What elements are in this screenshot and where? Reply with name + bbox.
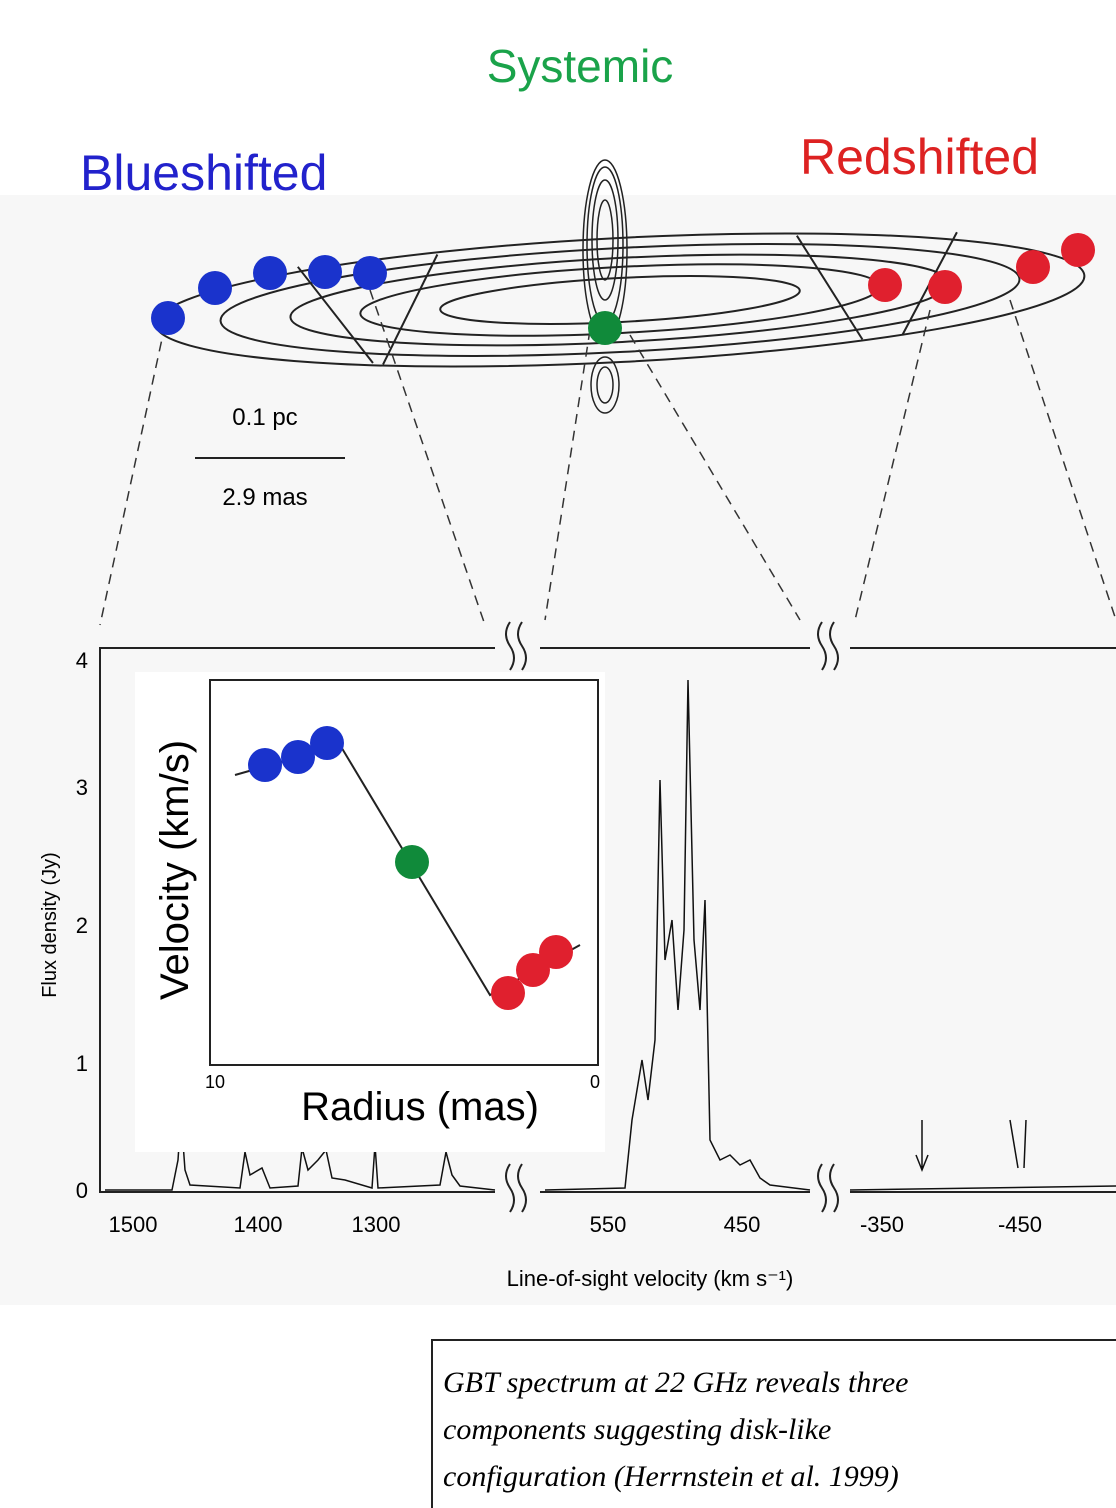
- inset-x-tick: 0: [590, 1072, 600, 1092]
- redshifted-label: Redshifted: [800, 129, 1039, 185]
- spectrum-x-ticks: 1500 1400 1300 550 450 -350 -450: [109, 1212, 1043, 1237]
- y-tick-label: 1: [76, 1051, 88, 1076]
- x-axis-title: Line-of-sight velocity (km s⁻¹): [507, 1266, 794, 1291]
- y-tick-label: 0: [76, 1178, 88, 1203]
- y-tick-label: 2: [76, 913, 88, 938]
- x-tick-label: 450: [724, 1212, 761, 1237]
- inset-y-title: Velocity (km/s): [153, 740, 197, 1000]
- y-tick-label: 3: [76, 775, 88, 800]
- inset-x-title: Radius (mas): [301, 1085, 539, 1129]
- scale-pc: 0.1 pc: [232, 404, 297, 431]
- x-tick-label: 1400: [234, 1212, 283, 1237]
- inset-x-tick: 10: [205, 1072, 225, 1092]
- caption-box: [431, 1339, 1116, 1508]
- disk-dots: [151, 233, 1095, 345]
- projection-lines: [99, 289, 1116, 626]
- x-tick-label: 550: [590, 1212, 627, 1237]
- x-tick-label: 1300: [352, 1212, 401, 1237]
- x-tick-label: -450: [998, 1212, 1042, 1237]
- blueshifted-label: Blueshifted: [80, 145, 327, 201]
- inset-frame: [209, 679, 599, 1066]
- x-tick-label: 1500: [109, 1212, 158, 1237]
- caption-line: components suggesting disk-like: [443, 1413, 831, 1446]
- spectrum-line: [105, 679, 1116, 1191]
- caption-line: GBT spectrum at 22 GHz reveals three: [443, 1366, 909, 1399]
- scale-mas: 2.9 mas: [222, 484, 307, 511]
- y-tick-label: 4: [76, 648, 88, 673]
- caption-line: configuration (Herrnstein et al. 1999): [443, 1460, 899, 1493]
- inset-background: [135, 672, 605, 1152]
- inset-dots: [248, 726, 573, 1010]
- spectrum-frame: [99, 621, 1116, 1213]
- x-tick-label: -350: [860, 1212, 904, 1237]
- spectrum-y-ticks: 4 3 2 1 0: [76, 648, 88, 1203]
- y-axis-title: Flux density (Jy): [39, 852, 61, 998]
- systemic-label: Systemic: [487, 40, 674, 92]
